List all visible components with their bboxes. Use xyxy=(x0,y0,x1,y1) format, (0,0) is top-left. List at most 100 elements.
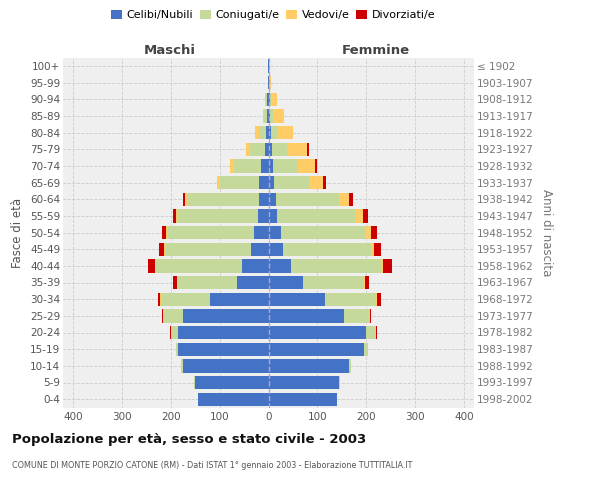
Bar xyxy=(269,159,274,172)
Text: COMUNE DI MONTE PORZIO CATONE (RM) - Dati ISTAT 1° gennaio 2003 - Elaborazione T: COMUNE DI MONTE PORZIO CATONE (RM) - Dat… xyxy=(12,461,412,470)
Bar xyxy=(325,292,376,306)
Bar xyxy=(183,309,269,322)
Bar xyxy=(266,92,267,106)
Bar xyxy=(242,259,269,272)
Bar xyxy=(269,359,349,372)
Bar xyxy=(271,126,278,139)
Bar xyxy=(269,142,272,156)
Bar xyxy=(267,92,269,106)
Bar xyxy=(162,226,166,239)
Bar xyxy=(217,176,220,189)
Bar xyxy=(166,226,168,239)
Bar xyxy=(269,292,325,306)
Y-axis label: Fasce di età: Fasce di età xyxy=(11,198,25,268)
Bar xyxy=(303,276,364,289)
Bar xyxy=(246,142,250,156)
Bar xyxy=(364,276,365,289)
Bar xyxy=(236,276,269,289)
Bar xyxy=(363,209,368,222)
Bar xyxy=(163,309,183,322)
Bar xyxy=(261,159,269,172)
Bar xyxy=(166,242,251,256)
Text: Popolazione per età, sesso e stato civile - 2003: Popolazione per età, sesso e stato civil… xyxy=(12,432,366,446)
Bar xyxy=(269,392,337,406)
Y-axis label: Anni di nascita: Anni di nascita xyxy=(540,189,553,276)
Bar xyxy=(176,209,177,222)
Bar xyxy=(220,176,259,189)
Bar xyxy=(266,126,269,139)
Bar xyxy=(278,126,293,139)
Bar xyxy=(271,92,277,106)
Bar xyxy=(185,192,188,206)
Bar xyxy=(160,242,164,256)
Bar xyxy=(367,326,376,339)
Bar xyxy=(283,242,371,256)
Bar xyxy=(273,109,284,122)
Text: Femmine: Femmine xyxy=(341,44,409,57)
Bar xyxy=(269,226,281,239)
Bar xyxy=(367,226,371,239)
Bar xyxy=(287,142,307,156)
Bar xyxy=(259,192,269,206)
Bar xyxy=(265,142,269,156)
Bar xyxy=(251,242,269,256)
Bar xyxy=(268,59,269,72)
Bar xyxy=(264,109,266,122)
Bar xyxy=(173,276,178,289)
Bar xyxy=(176,342,178,356)
Bar xyxy=(258,209,269,222)
Bar xyxy=(274,176,308,189)
Bar xyxy=(158,292,160,306)
Bar xyxy=(276,192,340,206)
Bar xyxy=(269,176,274,189)
Bar xyxy=(148,259,155,272)
Bar xyxy=(277,209,356,222)
Bar xyxy=(197,392,269,406)
Bar xyxy=(230,159,234,172)
Bar xyxy=(183,192,185,206)
Bar xyxy=(155,259,156,272)
Bar xyxy=(383,259,392,272)
Bar xyxy=(370,309,371,322)
Bar xyxy=(349,359,351,372)
Bar xyxy=(269,242,283,256)
Bar xyxy=(173,209,176,222)
Bar xyxy=(178,342,269,356)
Bar xyxy=(269,109,271,122)
Bar xyxy=(263,109,264,122)
Bar xyxy=(269,326,367,339)
Bar xyxy=(308,176,323,189)
Bar xyxy=(168,226,254,239)
Bar xyxy=(265,92,266,106)
Bar xyxy=(268,76,269,89)
Bar xyxy=(269,126,271,139)
Bar xyxy=(364,342,368,356)
Bar xyxy=(195,376,269,389)
Bar xyxy=(161,292,210,306)
Bar xyxy=(156,259,242,272)
Bar xyxy=(371,226,377,239)
Bar xyxy=(269,376,340,389)
Bar xyxy=(259,176,269,189)
Bar xyxy=(371,242,374,256)
Bar xyxy=(281,226,367,239)
Bar xyxy=(374,242,380,256)
Bar xyxy=(269,259,290,272)
Bar xyxy=(181,359,183,372)
Bar xyxy=(274,159,298,172)
Bar xyxy=(369,309,370,322)
Bar xyxy=(177,209,258,222)
Bar xyxy=(340,192,349,206)
Bar xyxy=(272,142,287,156)
Legend: Celibi/Nubili, Coniugati/e, Vedovi/e, Divorziati/e: Celibi/Nubili, Coniugati/e, Vedovi/e, Di… xyxy=(106,6,440,25)
Bar xyxy=(349,192,353,206)
Bar xyxy=(178,276,236,289)
Bar xyxy=(178,326,269,339)
Bar xyxy=(365,276,369,289)
Bar xyxy=(269,92,270,106)
Bar xyxy=(188,192,259,206)
Bar xyxy=(269,276,303,289)
Bar xyxy=(323,176,326,189)
Bar xyxy=(269,59,271,72)
Bar xyxy=(271,109,273,122)
